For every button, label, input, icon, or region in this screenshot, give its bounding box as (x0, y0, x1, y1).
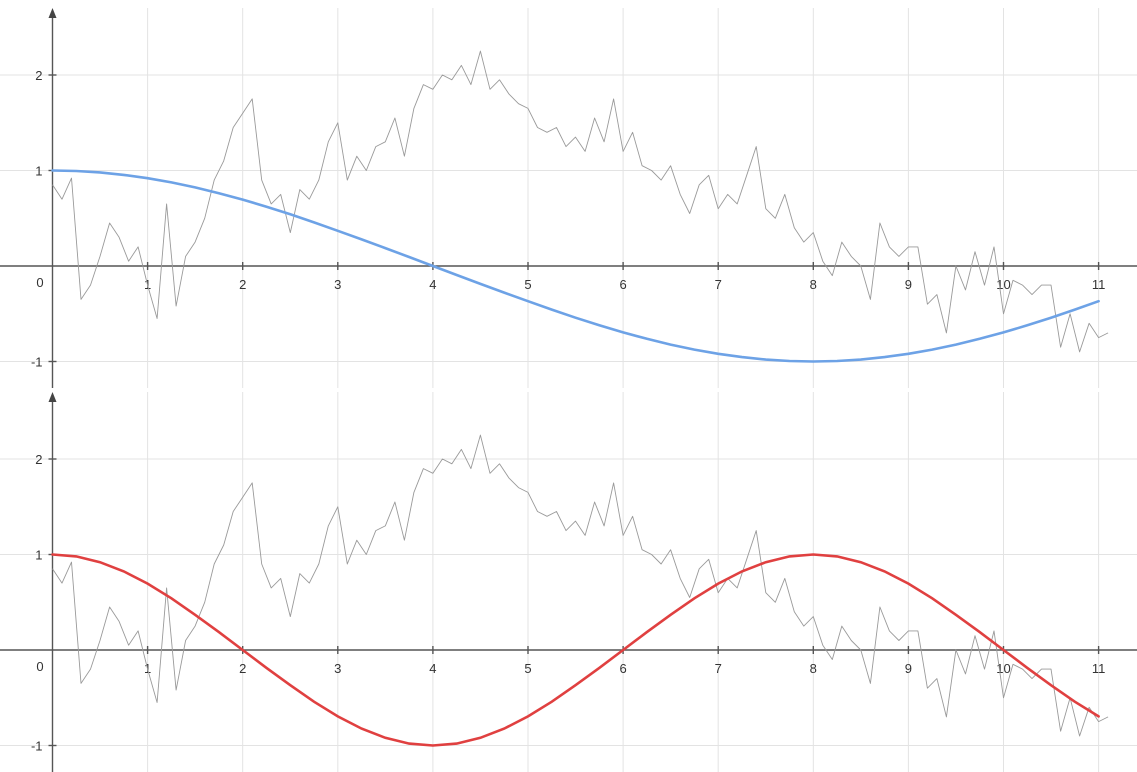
y-tick-label-2: 2 (35, 452, 42, 467)
x-tick-label-3: 3 (334, 661, 341, 676)
x-tick-label-7: 7 (715, 661, 722, 676)
noisy-series-line (52, 50, 1109, 353)
y-tick-label-1: 1 (35, 164, 42, 179)
y-tick-label--1: -1 (31, 355, 43, 370)
x-tick-label-6: 6 (619, 277, 626, 292)
x-tick-label-5: 5 (524, 661, 531, 676)
origin-label: 0 (36, 275, 43, 290)
x-tick-label-9: 9 (905, 277, 912, 292)
x-tick-label-11: 11 (1092, 661, 1106, 676)
origin-label: 0 (36, 659, 43, 674)
x-tick-label-4: 4 (429, 661, 436, 676)
x-tick-label-9: 9 (905, 661, 912, 676)
x-tick-label-3: 3 (334, 277, 341, 292)
y-tick-label-1: 1 (35, 548, 42, 563)
noisy-series-line (52, 434, 1109, 737)
x-tick-label-4: 4 (429, 277, 436, 292)
y-axis-arrow (48, 392, 57, 402)
x-tick-label-2: 2 (239, 661, 246, 676)
y-tick-label-2: 2 (35, 68, 42, 83)
x-tick-label-11: 11 (1092, 277, 1106, 292)
smooth-series-line (51, 169, 1100, 363)
x-tick-label-2: 2 (239, 277, 246, 292)
y-axis-arrow (48, 8, 57, 18)
smooth-series-line (51, 553, 1100, 747)
x-tick-label-8: 8 (810, 277, 817, 292)
x-tick-label-5: 5 (524, 277, 531, 292)
y-tick-label--1: -1 (31, 739, 43, 754)
x-tick-label-7: 7 (715, 277, 722, 292)
x-tick-label-6: 6 (619, 661, 626, 676)
x-tick-label-8: 8 (810, 661, 817, 676)
